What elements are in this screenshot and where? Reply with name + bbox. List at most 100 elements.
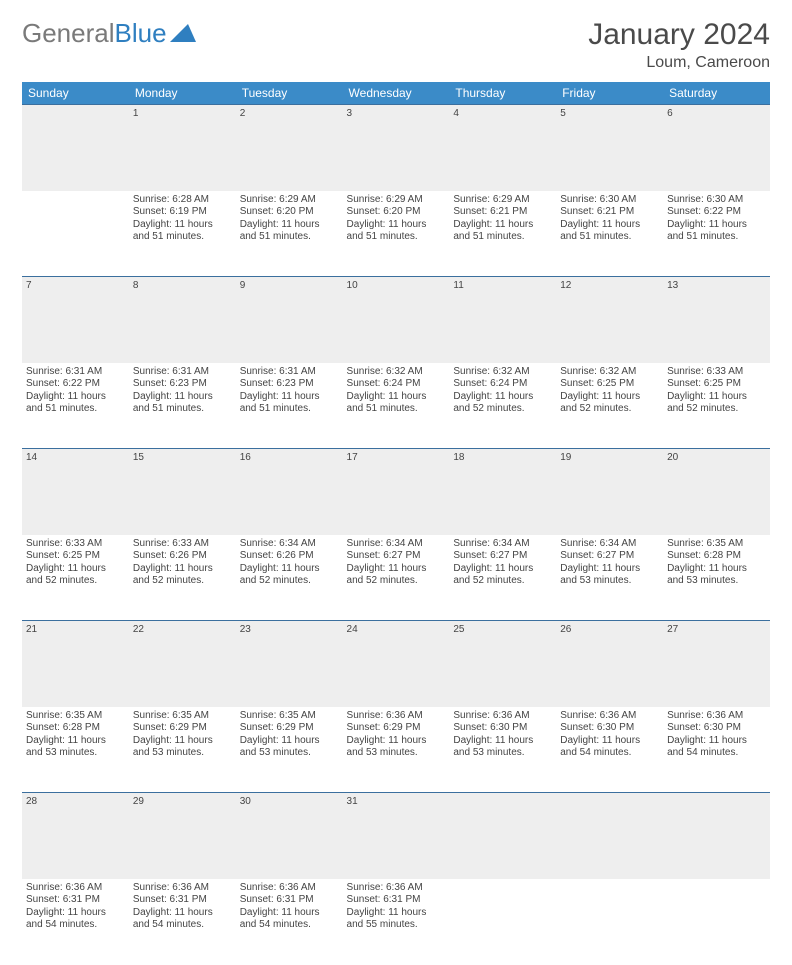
day-number: 19 (556, 449, 663, 535)
weekday-header: Sunday (22, 82, 129, 105)
day-line-sunset: Sunset: 6:25 PM (560, 378, 659, 391)
day-number: 2 (236, 105, 343, 191)
weekday-header: Monday (129, 82, 236, 105)
day-line-d2: and 53 minutes. (453, 747, 552, 760)
day-line-sunrise: Sunrise: 6:29 AM (453, 194, 552, 207)
day-line-sunrise: Sunrise: 6:34 AM (240, 538, 339, 551)
day-line-sunset: Sunset: 6:31 PM (240, 894, 339, 907)
day-line-d1: Daylight: 11 hours (240, 563, 339, 576)
day-cell (449, 879, 556, 965)
day-cell: Sunrise: 6:36 AMSunset: 6:30 PMDaylight:… (556, 707, 663, 793)
day-line-d2: and 53 minutes. (560, 575, 659, 588)
day-line-sunrise: Sunrise: 6:36 AM (560, 710, 659, 723)
day-line-d2: and 53 minutes. (667, 575, 766, 588)
day-cell (22, 191, 129, 277)
day-number: 6 (663, 105, 770, 191)
title-block: January 2024 Loum, Cameroon (588, 18, 770, 72)
day-number-row: 78910111213 (22, 277, 770, 363)
day-line-sunset: Sunset: 6:21 PM (453, 206, 552, 219)
day-line-sunset: Sunset: 6:19 PM (133, 206, 232, 219)
day-line-sunrise: Sunrise: 6:36 AM (240, 882, 339, 895)
weekday-header: Tuesday (236, 82, 343, 105)
day-line-d2: and 51 minutes. (667, 231, 766, 244)
day-line-sunset: Sunset: 6:30 PM (453, 722, 552, 735)
day-line-d2: and 52 minutes. (453, 575, 552, 588)
day-line-sunset: Sunset: 6:22 PM (26, 378, 125, 391)
day-line-sunset: Sunset: 6:30 PM (560, 722, 659, 735)
day-line-d2: and 54 minutes. (133, 919, 232, 932)
day-number: 23 (236, 621, 343, 707)
day-line-d2: and 54 minutes. (240, 919, 339, 932)
day-line-sunrise: Sunrise: 6:34 AM (560, 538, 659, 551)
day-line-d2: and 55 minutes. (347, 919, 446, 932)
day-line-sunrise: Sunrise: 6:28 AM (133, 194, 232, 207)
day-number: 16 (236, 449, 343, 535)
day-line-d1: Daylight: 11 hours (133, 563, 232, 576)
day-line-sunrise: Sunrise: 6:32 AM (560, 366, 659, 379)
day-line-d2: and 53 minutes. (133, 747, 232, 760)
day-number (449, 793, 556, 879)
day-cell: Sunrise: 6:32 AMSunset: 6:24 PMDaylight:… (343, 363, 450, 449)
day-number: 14 (22, 449, 129, 535)
day-cell: Sunrise: 6:35 AMSunset: 6:29 PMDaylight:… (236, 707, 343, 793)
day-line-sunrise: Sunrise: 6:36 AM (347, 710, 446, 723)
day-line-sunset: Sunset: 6:29 PM (133, 722, 232, 735)
day-line-d1: Daylight: 11 hours (453, 563, 552, 576)
day-line-sunset: Sunset: 6:27 PM (347, 550, 446, 563)
day-line-d1: Daylight: 11 hours (560, 563, 659, 576)
day-cell: Sunrise: 6:29 AMSunset: 6:20 PMDaylight:… (343, 191, 450, 277)
day-number: 3 (343, 105, 450, 191)
day-line-sunset: Sunset: 6:20 PM (240, 206, 339, 219)
weekday-header: Saturday (663, 82, 770, 105)
weekday-header-row: Sunday Monday Tuesday Wednesday Thursday… (22, 82, 770, 105)
day-cell: Sunrise: 6:32 AMSunset: 6:24 PMDaylight:… (449, 363, 556, 449)
day-line-sunset: Sunset: 6:23 PM (133, 378, 232, 391)
day-number-row: 28293031 (22, 793, 770, 879)
day-line-d2: and 51 minutes. (347, 231, 446, 244)
day-line-d2: and 52 minutes. (453, 403, 552, 416)
day-number: 27 (663, 621, 770, 707)
day-line-d1: Daylight: 11 hours (453, 735, 552, 748)
day-number: 15 (129, 449, 236, 535)
day-number (663, 793, 770, 879)
day-line-d2: and 51 minutes. (240, 231, 339, 244)
header: GeneralBlue January 2024 Loum, Cameroon (22, 18, 770, 72)
day-line-d2: and 52 minutes. (347, 575, 446, 588)
day-number: 17 (343, 449, 450, 535)
day-number-row: 21222324252627 (22, 621, 770, 707)
day-line-d2: and 52 minutes. (26, 575, 125, 588)
day-line-d2: and 54 minutes. (667, 747, 766, 760)
day-line-d1: Daylight: 11 hours (667, 563, 766, 576)
day-line-d2: and 54 minutes. (560, 747, 659, 760)
day-content-row: Sunrise: 6:33 AMSunset: 6:25 PMDaylight:… (22, 535, 770, 621)
day-line-sunset: Sunset: 6:24 PM (347, 378, 446, 391)
day-line-sunrise: Sunrise: 6:36 AM (667, 710, 766, 723)
day-cell: Sunrise: 6:36 AMSunset: 6:31 PMDaylight:… (236, 879, 343, 965)
day-cell: Sunrise: 6:36 AMSunset: 6:31 PMDaylight:… (129, 879, 236, 965)
day-cell: Sunrise: 6:31 AMSunset: 6:23 PMDaylight:… (236, 363, 343, 449)
day-cell: Sunrise: 6:35 AMSunset: 6:28 PMDaylight:… (663, 535, 770, 621)
day-number: 24 (343, 621, 450, 707)
day-line-d1: Daylight: 11 hours (26, 563, 125, 576)
day-cell (663, 879, 770, 965)
day-line-d1: Daylight: 11 hours (347, 907, 446, 920)
day-number: 20 (663, 449, 770, 535)
day-line-d1: Daylight: 11 hours (240, 391, 339, 404)
day-line-d1: Daylight: 11 hours (667, 219, 766, 232)
day-line-d2: and 52 minutes. (240, 575, 339, 588)
day-line-sunset: Sunset: 6:29 PM (347, 722, 446, 735)
day-line-sunset: Sunset: 6:27 PM (560, 550, 659, 563)
day-line-sunrise: Sunrise: 6:30 AM (667, 194, 766, 207)
day-number-row: 123456 (22, 105, 770, 191)
day-line-d2: and 52 minutes. (560, 403, 659, 416)
day-line-sunset: Sunset: 6:31 PM (347, 894, 446, 907)
day-cell: Sunrise: 6:32 AMSunset: 6:25 PMDaylight:… (556, 363, 663, 449)
logo-text-blue: Blue (115, 18, 167, 49)
day-line-sunrise: Sunrise: 6:35 AM (240, 710, 339, 723)
day-line-sunset: Sunset: 6:28 PM (667, 550, 766, 563)
day-line-d2: and 51 minutes. (133, 231, 232, 244)
day-number: 5 (556, 105, 663, 191)
day-cell: Sunrise: 6:33 AMSunset: 6:25 PMDaylight:… (22, 535, 129, 621)
day-line-sunrise: Sunrise: 6:31 AM (26, 366, 125, 379)
day-line-sunset: Sunset: 6:26 PM (240, 550, 339, 563)
